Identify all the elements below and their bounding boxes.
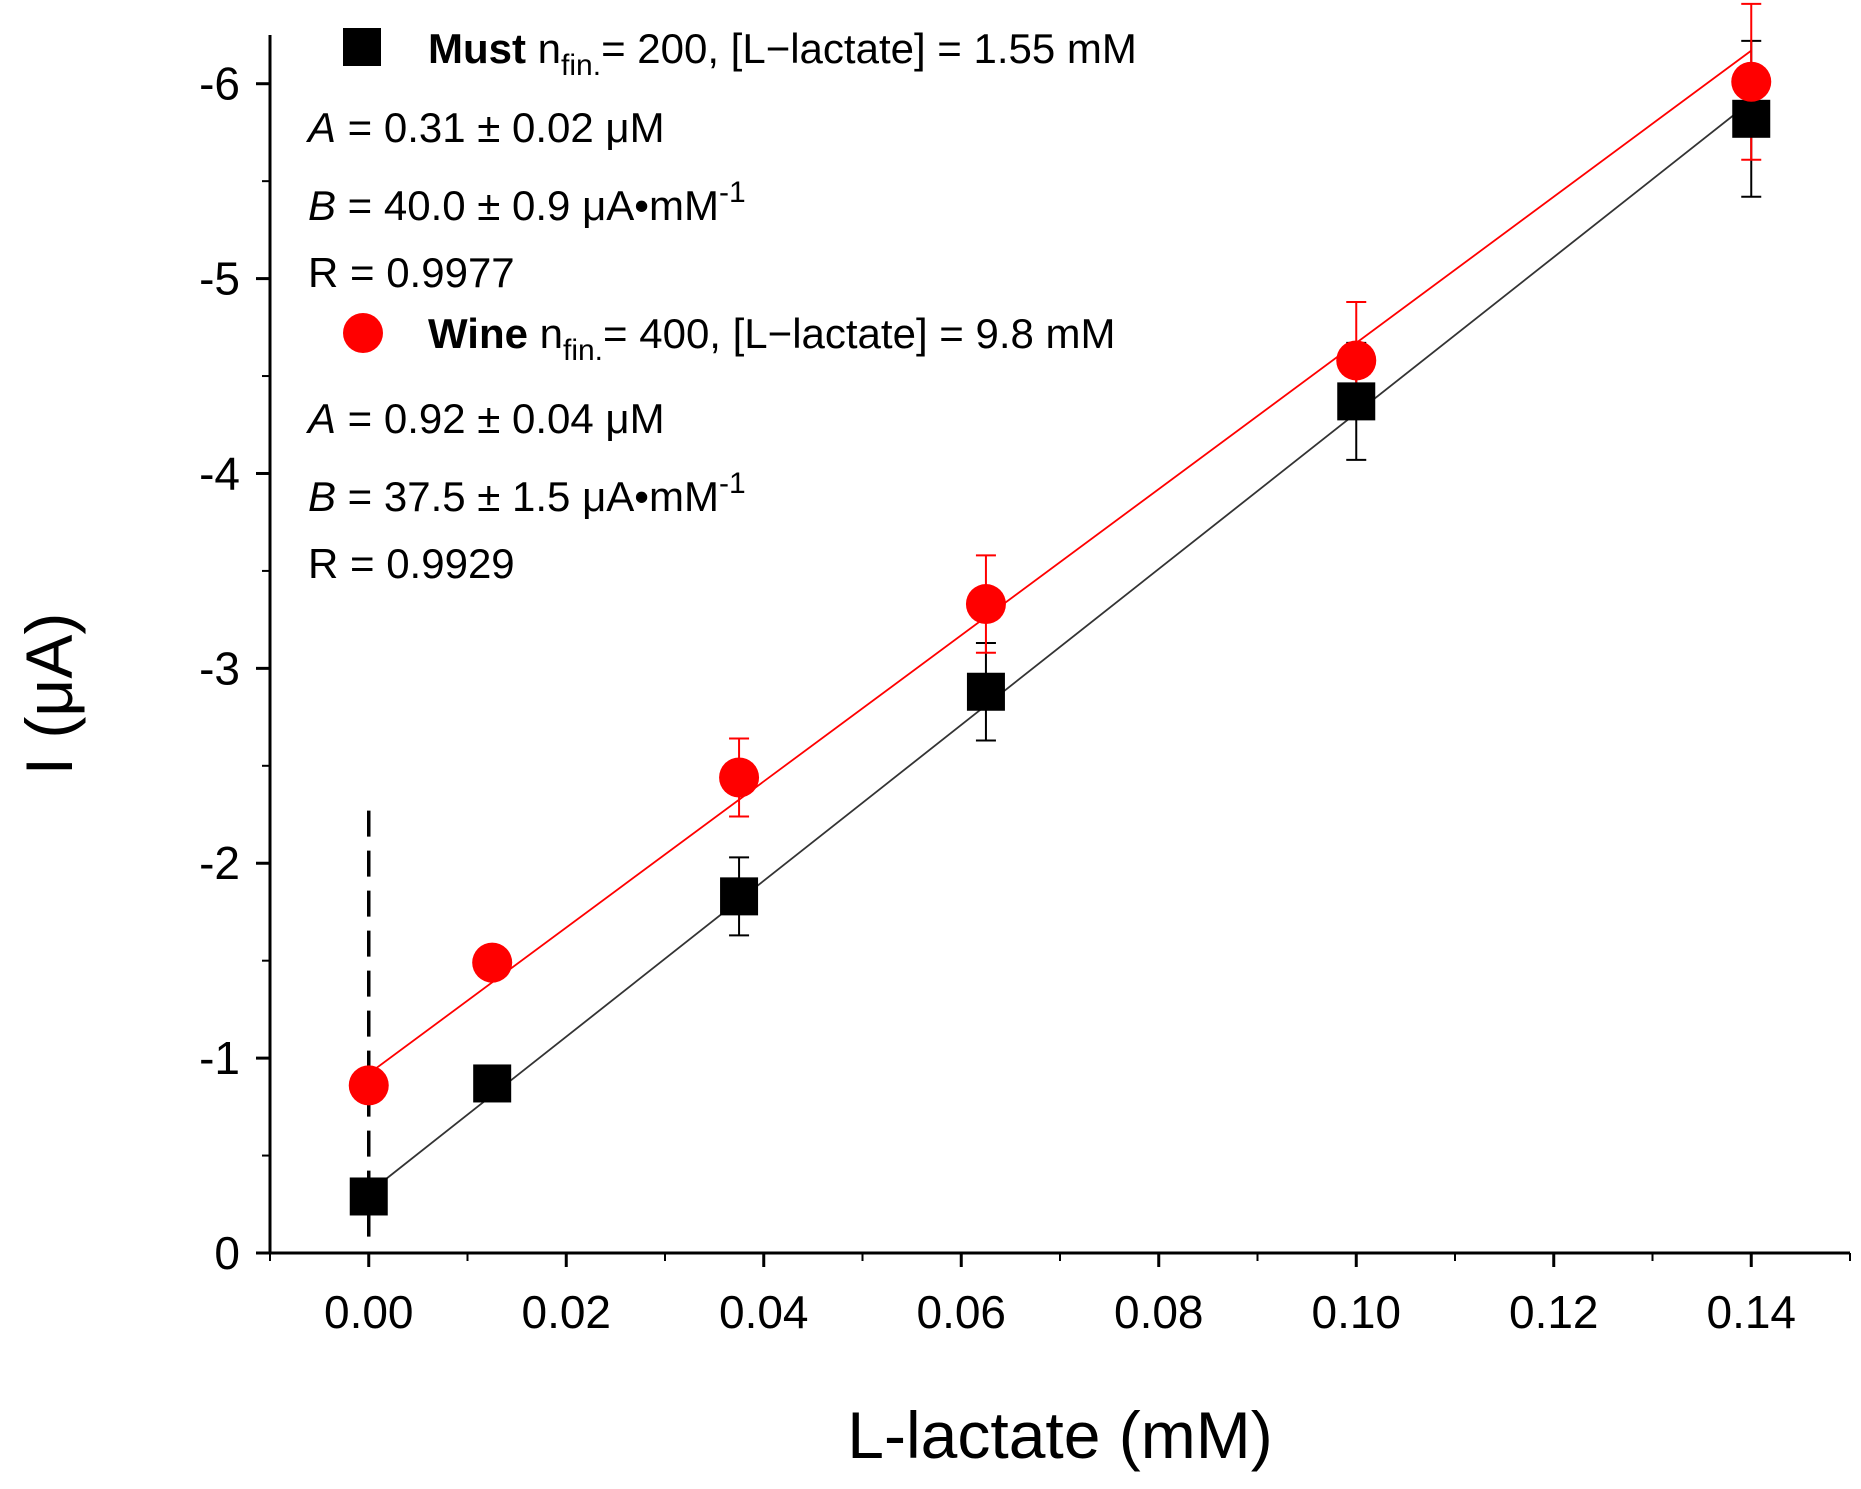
x-tick-label: 0.04 [719, 1286, 809, 1338]
x-tick-label: 0.08 [1114, 1286, 1204, 1338]
x-tick-label: 0.06 [916, 1286, 1006, 1338]
data-point-must [349, 1177, 388, 1216]
legend-n-subscript: fin. [563, 334, 603, 367]
y-tick-label: -5 [199, 253, 240, 305]
fit-line-must [368, 100, 1752, 1194]
fit-param-r: R = 0.9929 [308, 540, 515, 587]
fit-line-wine [368, 49, 1752, 1075]
x-axis-title: L-lactate (mM) [847, 1398, 1272, 1472]
legend-must: Must nfin.= 200, [L−lactate] = 1.55 mM [343, 25, 1137, 82]
legend-n: n [528, 310, 563, 357]
y-tick-label: -6 [199, 58, 240, 110]
x-tick-label: 0.02 [521, 1286, 611, 1338]
y-axis-title: I (μA) [12, 613, 86, 776]
data-point-wine [1731, 61, 1772, 102]
x-tick-label: 0.12 [1509, 1286, 1599, 1338]
legend-details: = 400, [L−lactate] = 9.8 mM [603, 310, 1115, 357]
y-tick-label: -1 [199, 1032, 240, 1084]
fit-param-a-value: = 0.31 ± 0.02 μM [336, 104, 665, 151]
data-point-wine [472, 942, 513, 983]
legend-circle-icon [343, 313, 383, 353]
y-tick-label: 0 [214, 1227, 240, 1279]
x-tick-label: 0.14 [1706, 1286, 1796, 1338]
data-point-must [720, 877, 759, 916]
legend-series-name: Wine [428, 310, 528, 357]
annotations: Must nfin.= 200, [L−lactate] = 1.55 mMA … [305, 25, 1137, 587]
axes: 0.00 0.02 0.04 0.06 0.08 0.10 0.12 0.14 0 -1 -2 -3 -… [12, 35, 1851, 1472]
fit-param-a: A = 0.92 ± 0.04 μM [305, 395, 665, 442]
fit-param-b-value: = 37.5 ± 1.5 μA•mM [336, 473, 719, 520]
x-tick-label: 0.10 [1311, 1286, 1401, 1338]
fit-param-a-symbol: A [305, 395, 336, 442]
legend-n: n [526, 25, 561, 72]
legend-n-subscript: fin. [561, 49, 601, 82]
legend-details: = 200, [L−lactate] = 1.55 mM [601, 25, 1137, 72]
y-tick-label: -3 [199, 642, 240, 694]
fit-param-a-symbol: A [305, 104, 336, 151]
data-point-wine [348, 1065, 389, 1106]
fit-param-b: B = 40.0 ± 0.9 μA•mM-1 [308, 176, 746, 229]
legend-label: Must nfin.= 200, [L−lactate] = 1.55 mM [428, 25, 1137, 82]
data-point-must [1732, 99, 1771, 138]
data-point-must [473, 1064, 512, 1103]
legend-series-name: Must [428, 25, 526, 72]
data-markers [348, 61, 1772, 1216]
legend-label: Wine nfin.= 400, [L−lactate] = 9.8 mM [428, 310, 1116, 367]
error-bars [729, 2, 1762, 937]
fit-param-b-symbol: B [308, 182, 336, 229]
x-tick-label: 0.00 [324, 1286, 414, 1338]
fit-param-a: A = 0.31 ± 0.02 μM [305, 104, 665, 151]
fit-param-r: R = 0.9977 [308, 249, 515, 296]
y-tick-label: -4 [199, 447, 240, 499]
fit-param-b-superscript: -1 [719, 467, 746, 500]
data-point-wine [965, 584, 1006, 625]
legend-wine: Wine nfin.= 400, [L−lactate] = 9.8 mM [343, 310, 1116, 367]
y-tick-label: -2 [199, 837, 240, 889]
data-point-wine [1336, 340, 1377, 381]
fit-param-b: B = 37.5 ± 1.5 μA•mM-1 [308, 467, 746, 520]
fit-lines [368, 49, 1752, 1194]
legend-square-icon [343, 28, 381, 66]
data-point-must [966, 672, 1005, 711]
fit-param-b-symbol: B [308, 473, 336, 520]
fit-param-a-value: = 0.92 ± 0.04 μM [336, 395, 665, 442]
fit-param-b-superscript: -1 [719, 176, 746, 209]
data-point-must [1337, 382, 1376, 421]
fit-param-b-value: = 40.0 ± 0.9 μA•mM [336, 182, 719, 229]
data-point-wine [719, 757, 760, 798]
